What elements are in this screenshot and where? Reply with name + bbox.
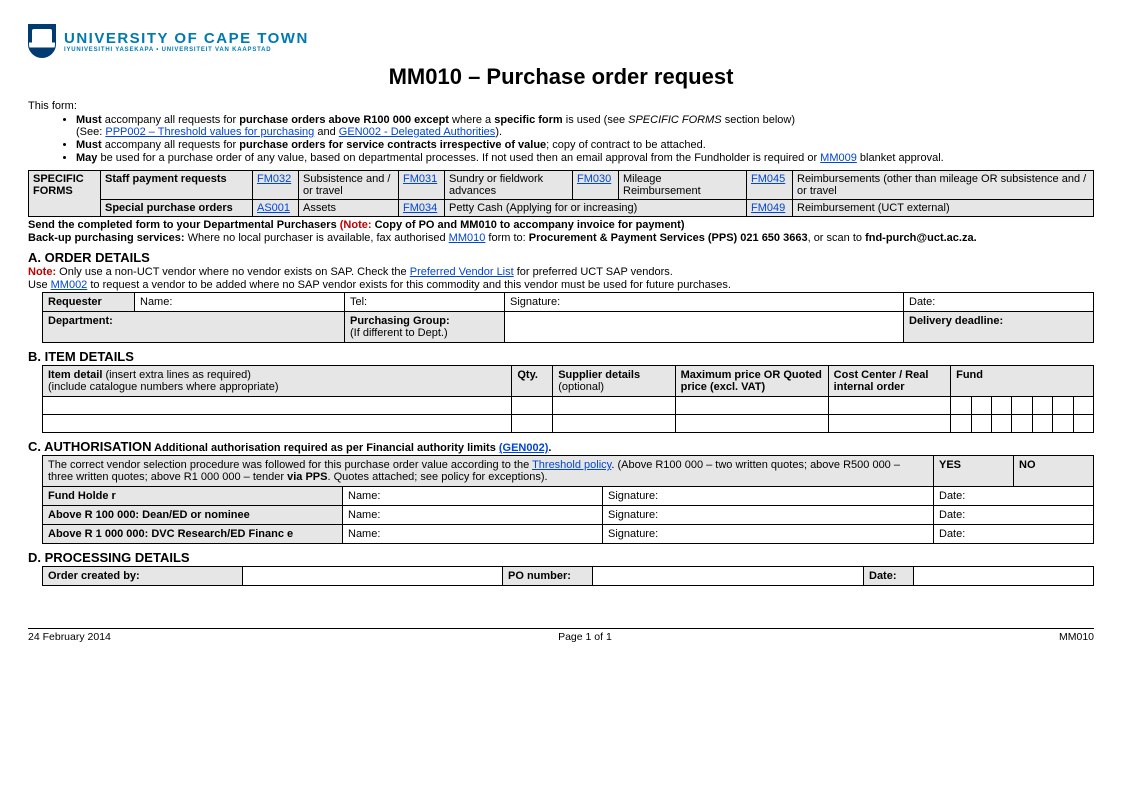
link-mm010[interactable]: MM010 xyxy=(449,232,486,244)
auth-yes[interactable]: YES xyxy=(934,456,1014,487)
section-b-title: B. ITEM DETAILS xyxy=(28,349,1094,364)
university-subtitle: IYUNIVESITHI YASEKAPA • UNIVERSITEIT VAN… xyxy=(64,47,309,53)
link-ppp002[interactable]: PPP002 – Threshold values for purchasing xyxy=(105,126,314,138)
po-number-value[interactable] xyxy=(593,567,864,586)
section-a-note: Note: Only use a non-UCT vendor where no… xyxy=(28,266,1094,278)
col-item: Item detail (insert extra lines as requi… xyxy=(43,366,512,397)
item-row-2[interactable] xyxy=(43,415,1094,433)
university-text: UNIVERSITY OF CAPE TOWN IYUNIVESITHI YAS… xyxy=(64,30,309,53)
requester-signature[interactable]: Signature: xyxy=(505,293,904,312)
link-fm031[interactable]: FM031 xyxy=(403,173,437,185)
item-row-1[interactable] xyxy=(43,397,1094,415)
link-fm049[interactable]: FM049 xyxy=(751,202,785,214)
processing-table: Order created by: PO number: Date: xyxy=(42,566,1094,586)
auth-no[interactable]: NO xyxy=(1014,456,1094,487)
section-d-title: D. PROCESSING DETAILS xyxy=(28,550,1094,565)
link-gen002b[interactable]: (GEN002) xyxy=(499,442,549,454)
dean-date[interactable]: Date: xyxy=(934,506,1094,525)
link-gen002[interactable]: GEN002 - Delegated Authorities xyxy=(339,126,496,138)
intro-lead: This form: xyxy=(28,100,1094,112)
bullet-2: Must accompany all requests for purchase… xyxy=(76,139,1094,151)
requester-date[interactable]: Date: xyxy=(904,293,1094,312)
dean-sig[interactable]: Signature: xyxy=(603,506,934,525)
footer-code: MM010 xyxy=(1059,631,1094,643)
intro-block: This form: Must accompany all requests f… xyxy=(28,100,1094,164)
authorisation-table: The correct vendor selection procedure w… xyxy=(42,455,1094,544)
link-mm009[interactable]: MM009 xyxy=(820,152,857,164)
purchasing-group-label: Purchasing Group:(If different to Dept.) xyxy=(345,312,505,343)
page-title: MM010 – Purchase order request xyxy=(28,64,1094,90)
sf-label: SPECIFIC FORMS xyxy=(29,171,101,217)
created-by-value[interactable] xyxy=(243,567,503,586)
link-mm002[interactable]: MM002 xyxy=(51,279,88,291)
link-fm034[interactable]: FM034 xyxy=(403,202,437,214)
section-c-title: C. AUTHORISATION Additional authorisatio… xyxy=(28,439,1094,454)
requester-tel[interactable]: Tel: xyxy=(345,293,505,312)
dean-name[interactable]: Name: xyxy=(343,506,603,525)
link-fm045[interactable]: FM045 xyxy=(751,173,785,185)
link-fm030[interactable]: FM030 xyxy=(577,173,611,185)
col-maxprice: Maximum price OR Quoted price (excl. VAT… xyxy=(675,366,828,397)
link-preferred-vendor[interactable]: Preferred Vendor List xyxy=(410,266,514,278)
col-qty: Qty. xyxy=(512,366,553,397)
sf-row1-label: Staff payment requests xyxy=(101,171,253,200)
section-a-use: Use MM002 to request a vendor to be adde… xyxy=(28,279,1094,291)
specific-forms-table: SPECIFIC FORMS Staff payment requests FM… xyxy=(28,170,1094,217)
section-a-title: A. ORDER DETAILS xyxy=(28,250,1094,265)
fundholder-name[interactable]: Name: xyxy=(343,487,603,506)
dvc-date[interactable]: Date: xyxy=(934,525,1094,544)
fundholder-date[interactable]: Date: xyxy=(934,487,1094,506)
link-threshold[interactable]: Threshold policy xyxy=(532,459,611,471)
footer-page: Page 1 of 1 xyxy=(558,631,612,643)
purchasing-group-value[interactable] xyxy=(505,312,904,343)
footer: 24 February 2014 Page 1 of 1 MM010 xyxy=(28,628,1094,643)
bullet-1: Must accompany all requests for purchase… xyxy=(76,114,1094,138)
fundholder-sig[interactable]: Signature: xyxy=(603,487,934,506)
col-costcenter: Cost Center / Real internal order xyxy=(828,366,950,397)
footer-date: 24 February 2014 xyxy=(28,631,111,643)
university-logo-bar: UNIVERSITY OF CAPE TOWN IYUNIVESITHI YAS… xyxy=(28,24,1094,58)
col-supplier: Supplier details(optional) xyxy=(553,366,675,397)
bullet-3: May be used for a purchase order of any … xyxy=(76,152,1094,164)
item-details-table: Item detail (insert extra lines as requi… xyxy=(42,365,1094,433)
col-fund: Fund xyxy=(951,366,1094,397)
department-label: Department: xyxy=(43,312,345,343)
delivery-deadline: Delivery deadline: xyxy=(904,312,1094,343)
order-details-table: Requester Name: Tel: Signature: Date: De… xyxy=(42,292,1094,343)
sf-row2-label: Special purchase orders xyxy=(101,200,253,217)
auth-desc: The correct vendor selection procedure w… xyxy=(43,456,934,487)
crest-icon xyxy=(28,24,56,58)
send-line-1: Send the completed form to your Departme… xyxy=(28,219,1094,231)
send-line-2: Back-up purchasing services: Where no lo… xyxy=(28,232,1094,244)
processing-date-value[interactable] xyxy=(914,567,1094,586)
dvc-sig[interactable]: Signature: xyxy=(603,525,934,544)
link-fm032[interactable]: FM032 xyxy=(257,173,291,185)
requester-name[interactable]: Name: xyxy=(135,293,345,312)
university-name: UNIVERSITY OF CAPE TOWN xyxy=(64,30,309,47)
dvc-name[interactable]: Name: xyxy=(343,525,603,544)
link-as001[interactable]: AS001 xyxy=(257,202,290,214)
